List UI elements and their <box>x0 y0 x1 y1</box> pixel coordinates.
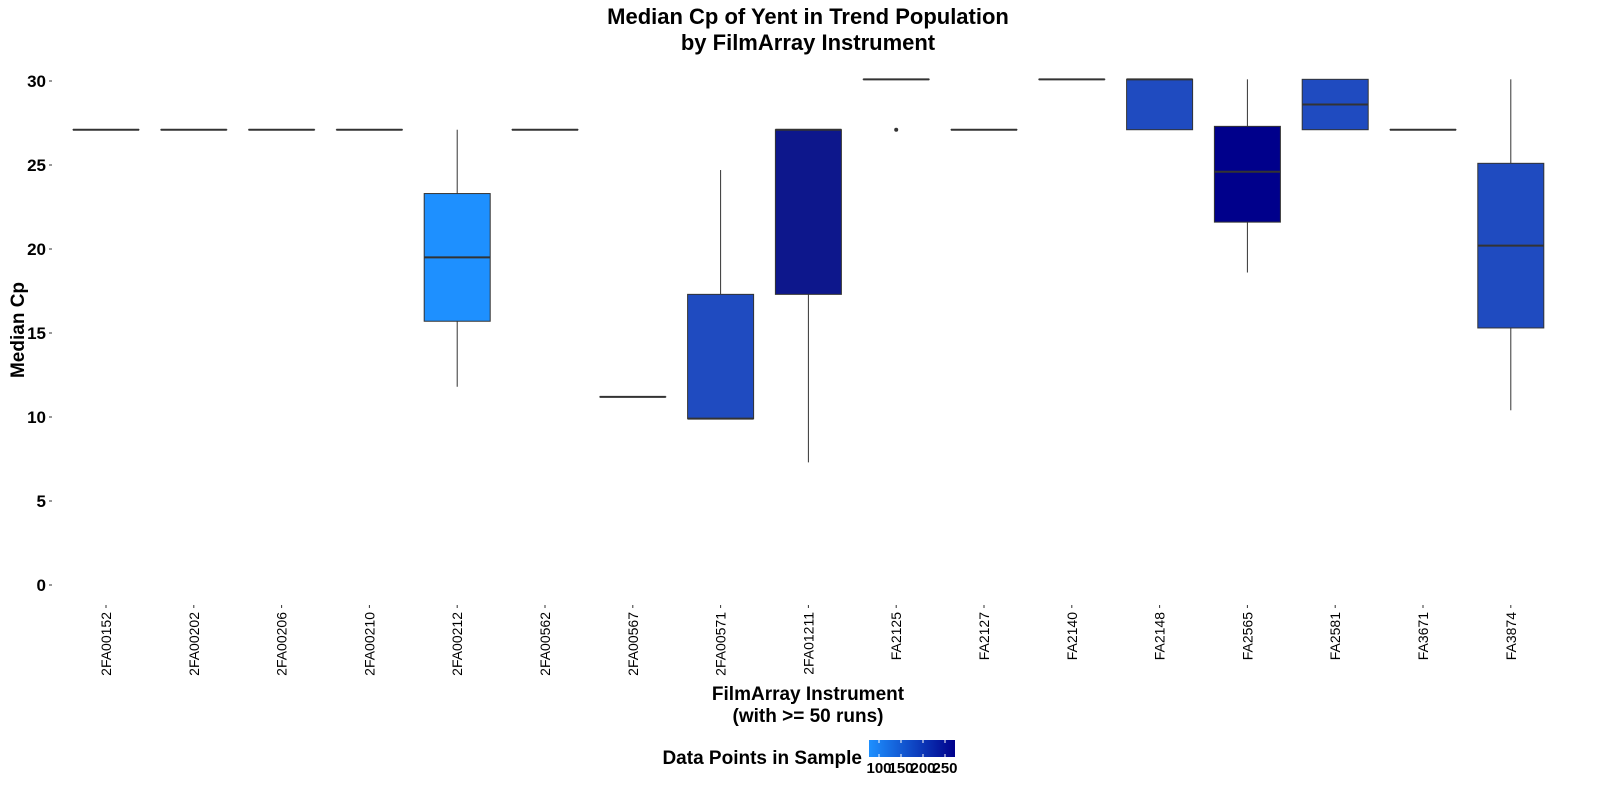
x-tick-label: FA2127 <box>976 612 992 660</box>
x-tick-label: 2FA01211 <box>800 612 816 675</box>
x-tick-label: 2FA00567 <box>625 612 641 676</box>
chart-title-line-2: by FilmArray Instrument <box>681 30 936 55</box>
x-tick-label: FA2581 <box>1327 612 1343 660</box>
legend-title: Data Points in Sample <box>662 748 862 769</box>
legend-tick-label: 100 <box>866 760 891 777</box>
y-tick-label: 0 <box>37 576 46 595</box>
box-group <box>1477 79 1545 411</box>
x-tick-label: FA3874 <box>1503 612 1519 660</box>
chart-title-line-1: Median Cp of Yent in Trend Population <box>607 4 1009 29</box>
legend-tick-label: 250 <box>932 760 957 777</box>
box-group <box>423 129 491 387</box>
x-tick-label: FA2565 <box>1239 612 1255 660</box>
legend-tick-label: 150 <box>888 760 913 777</box>
x-tick-label: 2FA00152 <box>98 612 114 676</box>
box-group <box>1301 78 1369 131</box>
box-group <box>1213 79 1281 273</box>
x-tick-label: 2FA00212 <box>449 612 465 676</box>
box-group <box>1126 78 1194 131</box>
x-tick-label: 2FA00562 <box>537 612 553 676</box>
x-tick-label: FA2140 <box>1064 612 1080 660</box>
x-axis-label-line-1: FilmArray Instrument <box>712 684 905 705</box>
y-tick-label: 10 <box>27 408 46 427</box>
x-tick-label: 2FA00210 <box>361 612 377 676</box>
plot-area: 0 5 10 15 20 25 30 2FA00152 2FA00202 2FA00206 2FA0… <box>27 72 1545 676</box>
box-body <box>687 293 755 420</box>
legend-colorbar <box>869 740 955 757</box>
x-tick-label: FA2125 <box>888 612 904 660</box>
box-body <box>1213 125 1281 223</box>
x-tick-label: 2FA00202 <box>186 612 202 676</box>
box-group <box>774 128 842 463</box>
y-tick-label: 15 <box>27 324 46 343</box>
outlier-point <box>894 127 899 132</box>
y-tick-label: 5 <box>37 492 46 511</box>
box-body <box>1126 78 1194 131</box>
x-tick-label: 2FA00571 <box>713 612 729 676</box>
y-tick-label: 20 <box>27 240 46 259</box>
box-body <box>774 129 842 295</box>
x-tick-label: FA2148 <box>1152 612 1168 660</box>
legend-tick-label: 200 <box>910 760 935 777</box>
y-tick-label: 25 <box>27 156 46 175</box>
x-tick-label: 2FA00206 <box>274 612 290 676</box>
x-axis-label-line-2: (with >= 50 runs) <box>733 706 884 727</box>
box-group <box>687 170 755 420</box>
box-group <box>862 78 930 132</box>
y-tick-label: 30 <box>27 72 46 91</box>
x-tick-label: FA3671 <box>1415 612 1431 660</box>
y-axis-label: Median Cp <box>8 282 29 378</box>
